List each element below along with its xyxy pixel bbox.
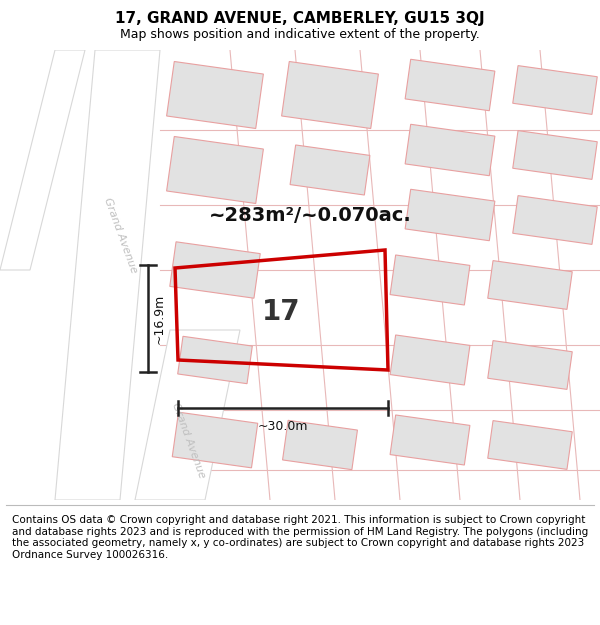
Text: Contains OS data © Crown copyright and database right 2021. This information is : Contains OS data © Crown copyright and d… [12,515,588,560]
Polygon shape [0,50,600,500]
Text: 17, GRAND AVENUE, CAMBERLEY, GU15 3QJ: 17, GRAND AVENUE, CAMBERLEY, GU15 3QJ [115,11,485,26]
Polygon shape [488,341,572,389]
Text: 17: 17 [262,298,301,326]
Polygon shape [55,50,160,500]
Polygon shape [0,50,85,270]
Polygon shape [290,145,370,195]
Polygon shape [390,415,470,465]
Polygon shape [405,59,495,111]
Text: Grand Avenue: Grand Avenue [101,196,139,274]
Text: ~283m²/~0.070ac.: ~283m²/~0.070ac. [209,206,412,225]
Text: ~16.9m: ~16.9m [153,293,166,344]
Polygon shape [405,124,495,176]
Polygon shape [513,196,597,244]
Polygon shape [135,330,240,500]
Polygon shape [167,136,263,204]
Polygon shape [170,242,260,298]
Text: Map shows position and indicative extent of the property.: Map shows position and indicative extent… [120,28,480,41]
Text: Grand Avenue: Grand Avenue [170,401,206,479]
Polygon shape [283,421,358,469]
Polygon shape [488,261,572,309]
Text: ~30.0m: ~30.0m [258,420,308,433]
Polygon shape [390,335,470,385]
Polygon shape [488,421,572,469]
Polygon shape [178,336,253,384]
Polygon shape [172,412,258,468]
Polygon shape [390,255,470,305]
Polygon shape [281,61,379,129]
Polygon shape [513,66,597,114]
Polygon shape [513,131,597,179]
Polygon shape [167,61,263,129]
Polygon shape [405,189,495,241]
